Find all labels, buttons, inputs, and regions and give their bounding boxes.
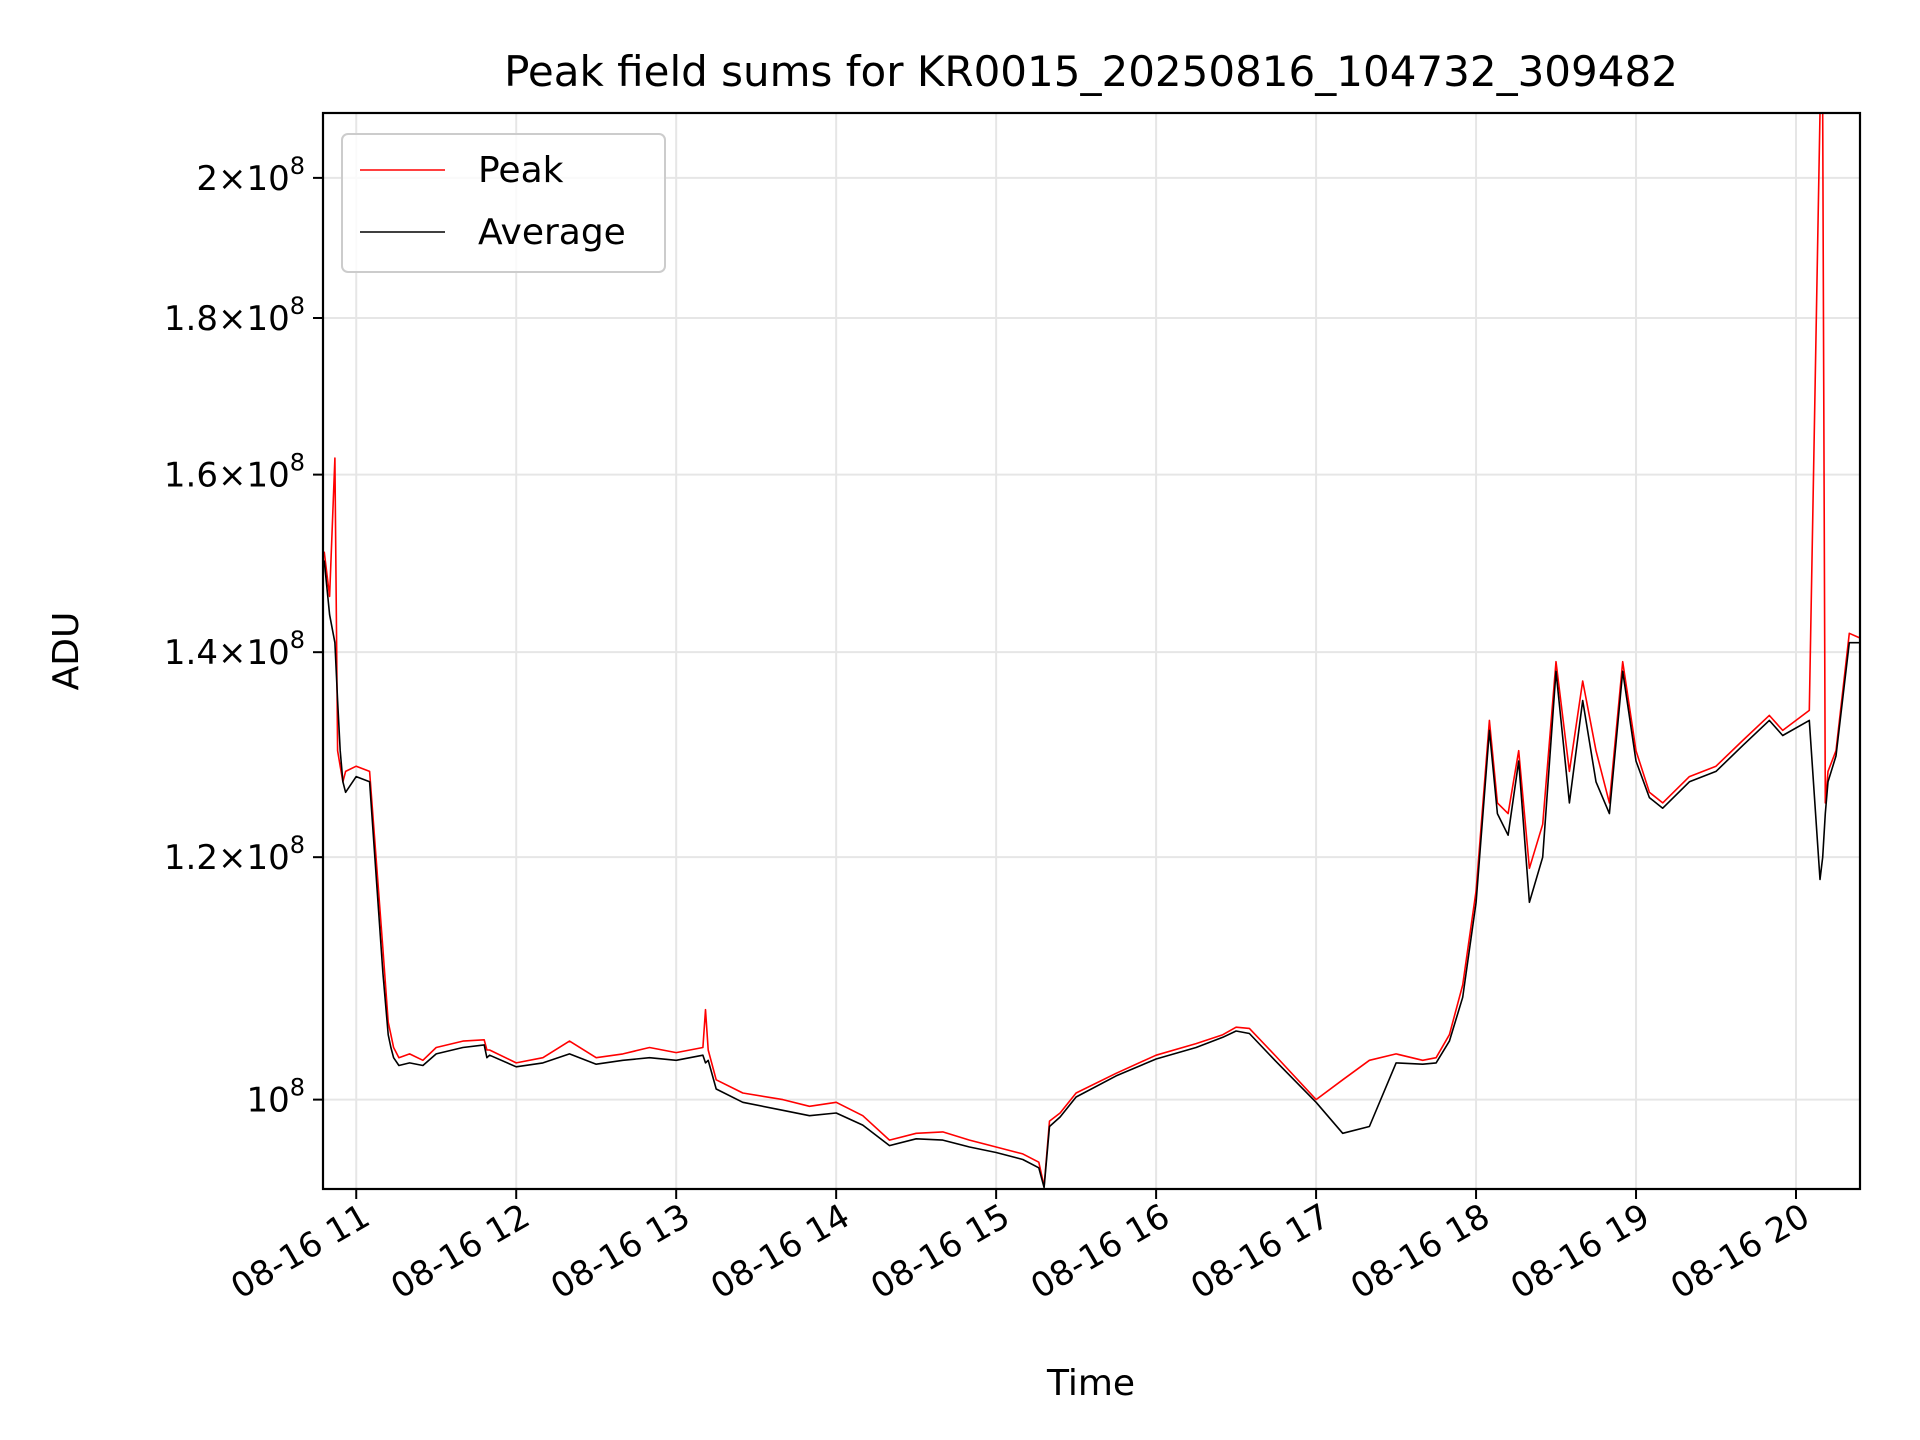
- series-line-peak: [323, 113, 1860, 1187]
- chart-title: Peak field sums for KR0015_20250816_1047…: [504, 47, 1678, 96]
- legend-label-peak: Peak: [478, 150, 564, 191]
- y-tick-label: 1.8×108: [164, 292, 305, 339]
- y-axis: 108 1.2×108 1.4×108 1.6×108 1.8×108 2×108: [164, 152, 323, 1121]
- y-tick-label: 1.6×108: [164, 449, 305, 496]
- legend-frame: [341, 133, 666, 273]
- x-axis-label: Time: [1046, 1363, 1135, 1404]
- series-layer: [323, 113, 1860, 1189]
- legend: Peak Average: [341, 133, 666, 273]
- y-tick-label: 1.4×108: [164, 626, 305, 673]
- y-axis-label: ADU: [46, 612, 87, 691]
- plot-frame: [321, 111, 1862, 1191]
- y-tick-label: 108: [246, 1074, 305, 1121]
- series-line-average: [323, 560, 1860, 1189]
- y-tick-label: 1.2×108: [164, 831, 305, 878]
- y-tick-label: 2×108: [196, 152, 305, 199]
- legend-label-average: Average: [478, 212, 626, 253]
